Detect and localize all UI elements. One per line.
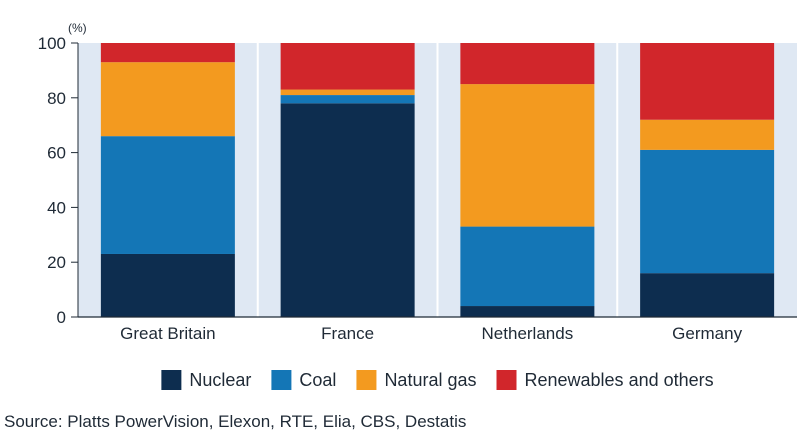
bar-coal <box>640 149 775 274</box>
legend-item-natural-gas: Natural gas <box>356 370 477 390</box>
legend-label: Natural gas <box>384 370 476 390</box>
legend-swatch <box>271 370 292 390</box>
x-tick-label: Netherlands <box>482 324 574 343</box>
legend-swatch <box>496 370 517 390</box>
bar-natural-gas <box>460 84 595 227</box>
y-tick-label: 100 <box>38 34 66 53</box>
legend-label: Renewables and others <box>525 370 714 390</box>
legend-item-nuclear: Nuclear <box>161 370 251 390</box>
bar-stack-germany <box>640 43 775 317</box>
bar-stack-france <box>280 43 415 317</box>
bar-coal <box>460 226 595 307</box>
y-tick-label: 20 <box>47 253 66 272</box>
x-tick-label: Germany <box>672 324 742 343</box>
bar-coal <box>100 136 235 254</box>
bar-renewables-and-others <box>460 43 595 85</box>
y-tick-label: 60 <box>47 144 66 163</box>
x-tick-label: Great Britain <box>120 324 215 343</box>
y-tick-label: 0 <box>57 308 66 327</box>
bar-renewables-and-others <box>640 43 775 120</box>
bar-nuclear <box>280 103 415 317</box>
bar-stack-great-britain <box>100 43 235 317</box>
legend-label: Coal <box>299 370 336 390</box>
bar-natural-gas <box>640 119 775 150</box>
legend-label: Nuclear <box>189 370 251 390</box>
legend-item-coal: Coal <box>271 370 336 390</box>
x-tick-label: France <box>321 324 374 343</box>
bar-renewables-and-others <box>100 43 235 63</box>
bar-natural-gas <box>280 89 415 96</box>
bar-nuclear <box>640 273 775 317</box>
bar-coal <box>280 95 415 104</box>
bars <box>100 43 775 317</box>
y-tick-label: 80 <box>47 89 66 108</box>
x-axis: Great Britain France Netherlands Germany <box>78 316 797 343</box>
bar-nuclear <box>100 253 235 317</box>
legend-swatch <box>356 370 377 390</box>
bar-natural-gas <box>100 62 235 137</box>
y-tick-label: 40 <box>47 198 66 217</box>
legend-item-renewables-and-others: Renewables and others <box>496 370 714 390</box>
bar-renewables-and-others <box>280 43 415 90</box>
bar-nuclear <box>460 306 595 317</box>
bar-stack-netherlands <box>460 43 595 317</box>
y-axis-unit-label: (%) <box>68 21 87 35</box>
category-bands <box>256 43 619 317</box>
source-note: Source: Platts PowerVision, Elexon, RTE,… <box>4 412 467 431</box>
y-axis: 0 20 40 60 80 100 <box>38 34 79 327</box>
legend-swatch <box>161 370 182 390</box>
legend: Nuclear Coal Natural gas Renewables and oth… <box>161 370 714 390</box>
